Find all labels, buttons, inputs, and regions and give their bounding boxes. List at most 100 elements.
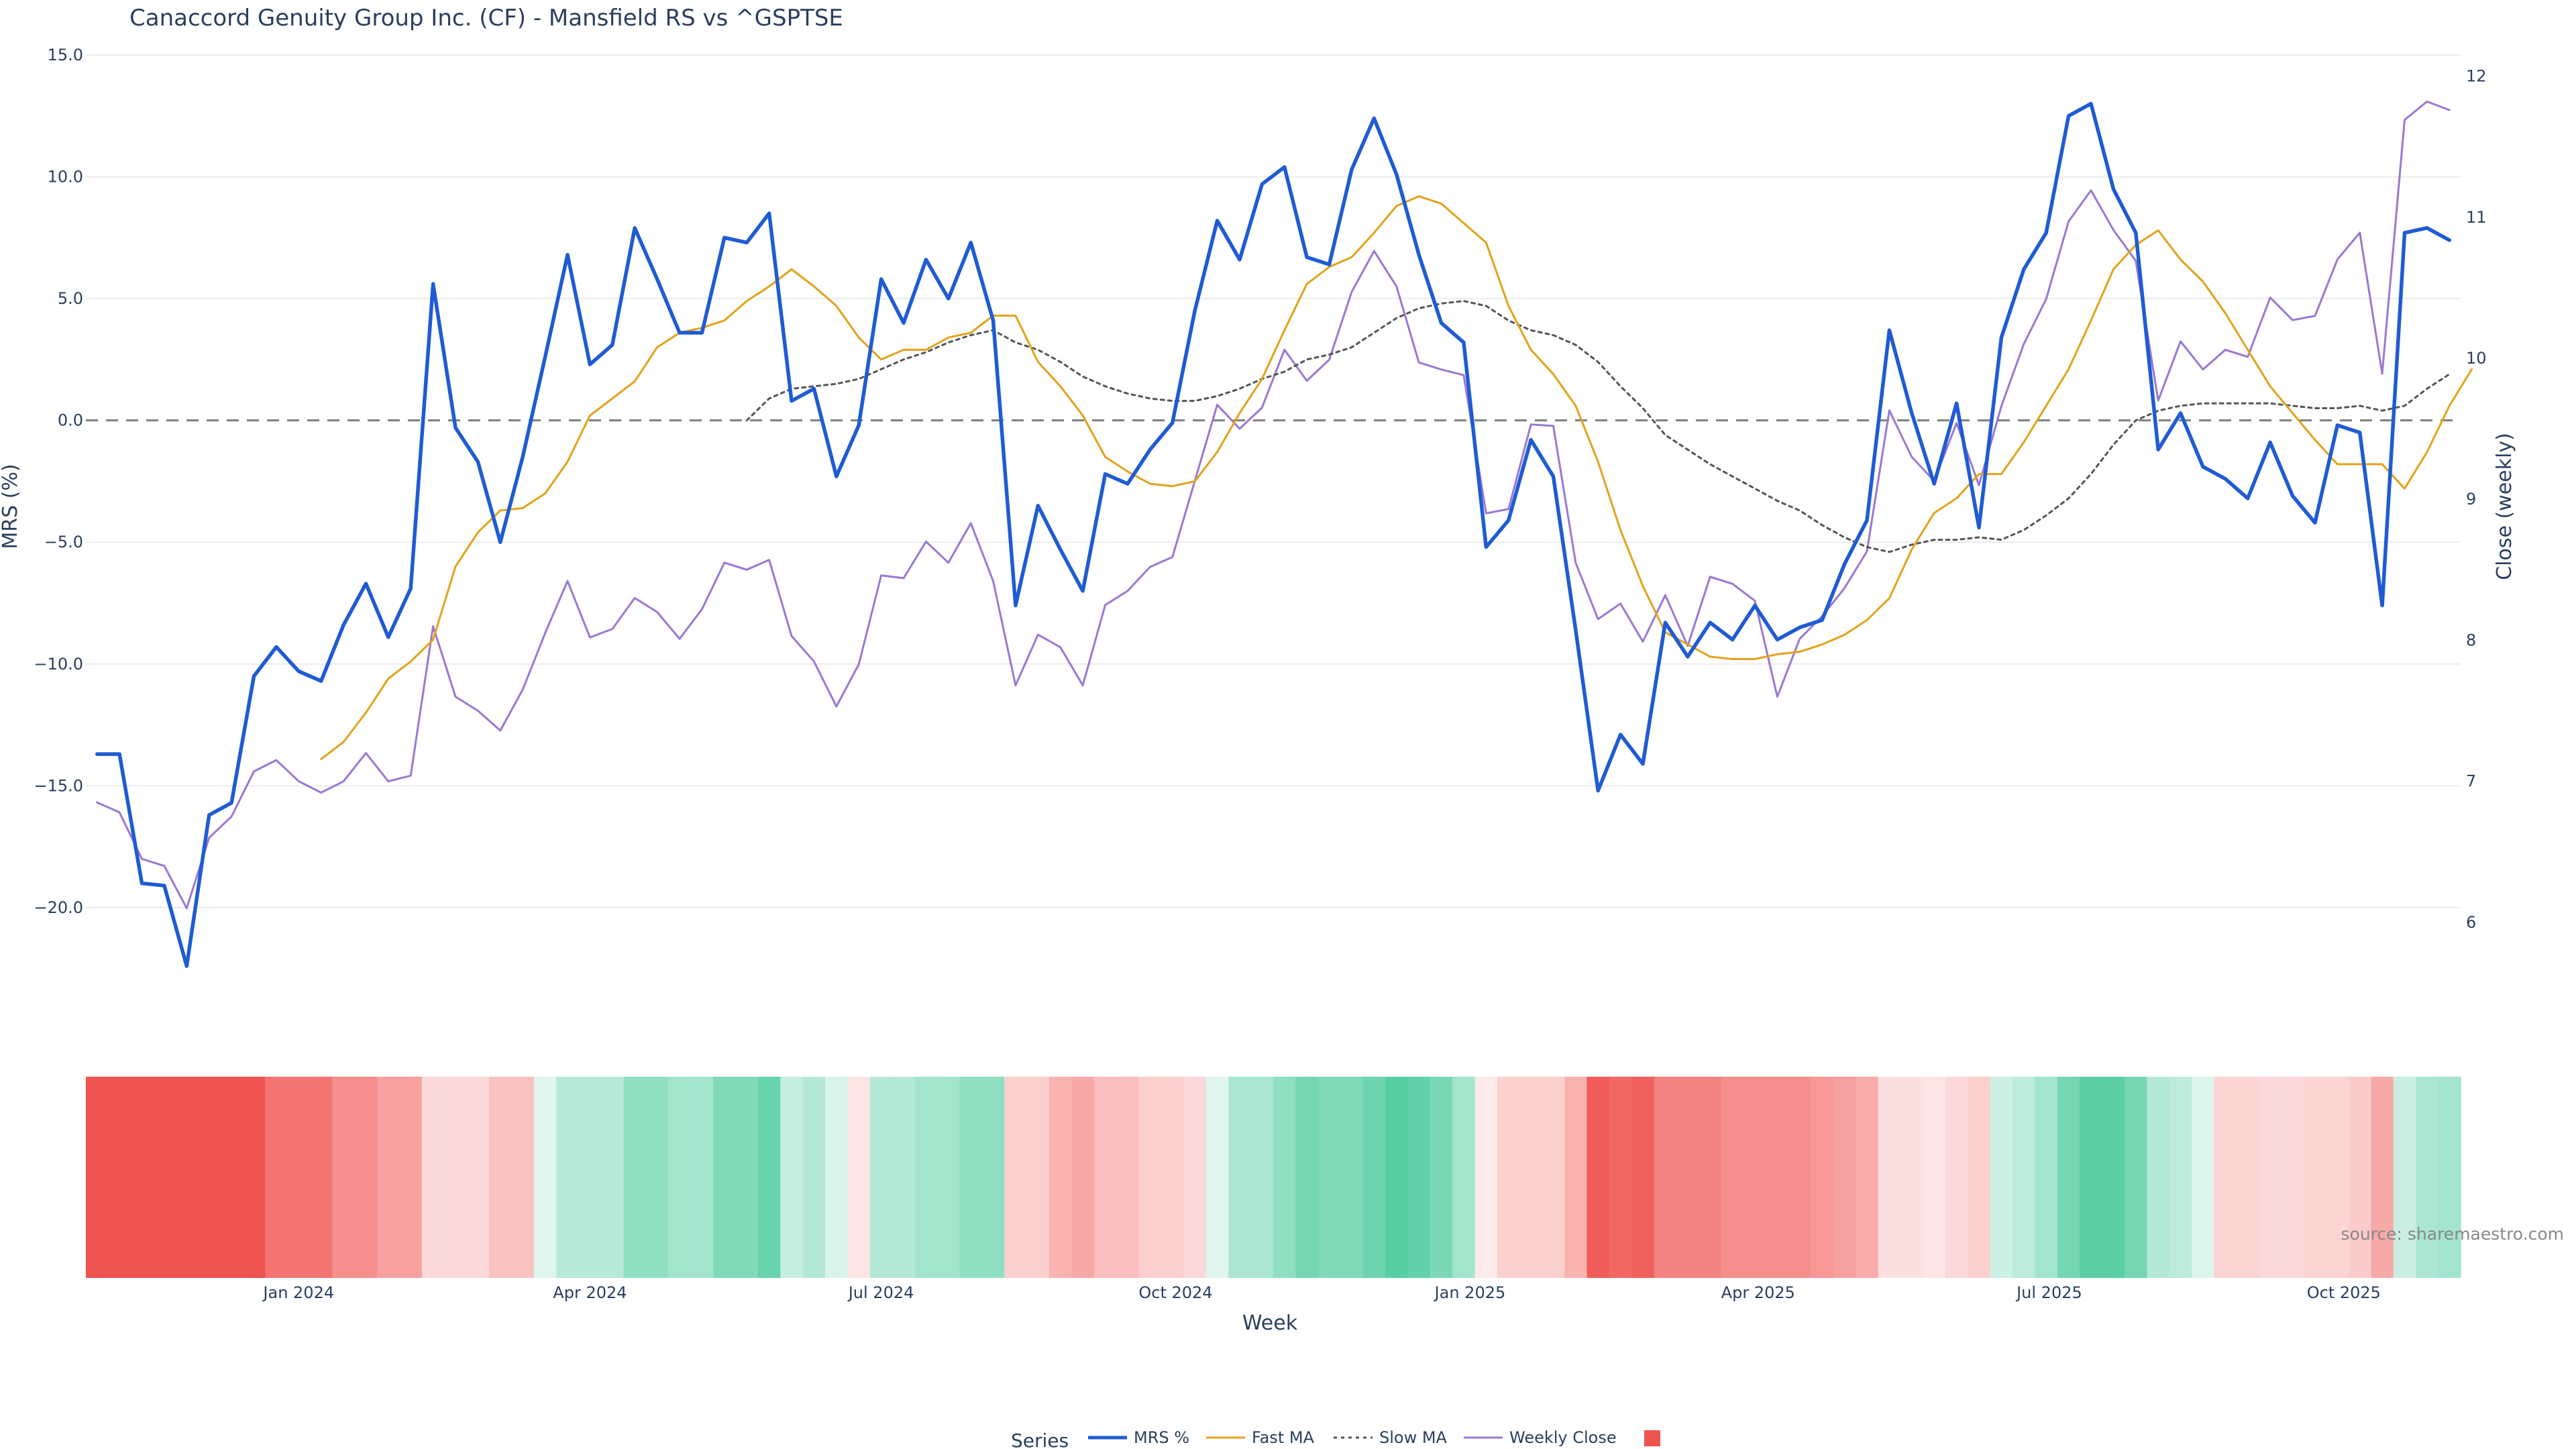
heatmap-cell	[1004, 1077, 1028, 1278]
heatmap-cell	[1273, 1077, 1297, 1278]
heatmap-cell	[937, 1077, 961, 1278]
heatmap-cell	[1699, 1077, 1722, 1278]
heatmap-cell	[1093, 1077, 1117, 1278]
heatmap-cell	[981, 1077, 1005, 1278]
y-axis-left-title: MRS (%)	[0, 464, 22, 549]
y-axis-right-ticks: 12 11 10 9 8 7 6	[2466, 67, 2487, 932]
heatmap-cell	[2192, 1077, 2215, 1278]
heatmap-cell	[489, 1077, 513, 1278]
heatmap-cell	[1138, 1077, 1162, 1278]
legend-entry-label: MRS %	[1134, 1428, 1189, 1447]
y-left-tick-label: −10.0	[34, 655, 83, 674]
heatmap-cell	[892, 1077, 916, 1278]
heatmap-cell	[1049, 1077, 1073, 1278]
heatmap-cell	[1407, 1077, 1431, 1278]
legend-swatch-heatmap	[1644, 1430, 1660, 1446]
heatmap-cell	[1519, 1077, 1543, 1278]
heatmap-cell	[310, 1077, 333, 1278]
heatmap-cell	[108, 1077, 131, 1278]
heatmap-cell	[1788, 1077, 1812, 1278]
heatmap-cell	[1362, 1077, 1386, 1278]
heatmap-cell	[2012, 1077, 2036, 1278]
heatmap-cell	[1250, 1077, 1274, 1278]
y-left-tick-label: 10.0	[48, 168, 83, 186]
heatmap-cell	[354, 1077, 378, 1278]
heatmap-cell	[2393, 1077, 2416, 1278]
heatmap-cell	[825, 1077, 849, 1278]
heatmap-cell	[242, 1077, 266, 1278]
heatmap-cell	[1900, 1077, 1924, 1278]
x-axis-title: Week	[1242, 1311, 1298, 1335]
series-line-mrs	[95, 101, 2452, 968]
heatmap-cell	[1811, 1077, 1834, 1278]
heatmap-cell	[1497, 1077, 1521, 1278]
heatmap-cell	[2259, 1077, 2282, 1278]
heatmap-cell	[1116, 1077, 1140, 1278]
heatmap-cell	[2281, 1077, 2304, 1278]
heatmap-cell	[1183, 1077, 1207, 1278]
x-tick-label: Oct 2024	[1138, 1283, 1212, 1302]
x-tick-label: Apr 2024	[553, 1283, 627, 1302]
y-left-tick-label: 5.0	[58, 289, 83, 308]
legend-title: Series	[1011, 1430, 1069, 1449]
heatmap-cell	[1878, 1077, 1901, 1278]
heatmap-cell	[1430, 1077, 1453, 1278]
heatmap-cell	[1385, 1077, 1409, 1278]
series-line-weekly-close	[96, 100, 2451, 910]
heatmap-cell	[2326, 1077, 2349, 1278]
x-tick-label: Jan 2025	[1434, 1283, 1506, 1302]
heatmap-cell	[265, 1077, 288, 1278]
heatmap-cell	[1026, 1077, 1050, 1278]
heatmap-cell	[1542, 1077, 1565, 1278]
heatmap-cell	[1452, 1077, 1476, 1278]
x-tick-label: Jul 2025	[2015, 1283, 2082, 1302]
heatmap-cell	[1071, 1077, 1095, 1278]
heatmap-cell	[914, 1077, 938, 1278]
x-axis-ticks: Jan 2024 Apr 2024 Jul 2024 Oct 2024 Jan 2025…	[262, 1283, 2381, 1302]
legend-entry-label: Slow MA	[1379, 1428, 1448, 1447]
y-left-tick-label: 15.0	[48, 46, 83, 64]
heatmap-cell	[2416, 1077, 2439, 1278]
heatmap-cell	[2147, 1077, 2170, 1278]
legend: Series MRS % Fast MA Slow MA Weekly Close	[1011, 1428, 1660, 1449]
heatmap-cell	[533, 1077, 557, 1278]
heatmap-cell	[1856, 1077, 1879, 1278]
heatmap-cell	[690, 1077, 714, 1278]
heatmap-cell	[444, 1077, 468, 1278]
heatmap-cell	[1631, 1077, 1655, 1278]
heatmap-cell	[1295, 1077, 1319, 1278]
heatmap-cell	[578, 1077, 602, 1278]
heatmap-cell	[1318, 1077, 1341, 1278]
heatmap-cell	[1609, 1077, 1633, 1278]
y-right-tick-label: 12	[2466, 67, 2487, 86]
heatmap-cell	[1766, 1077, 1789, 1278]
y-right-tick-label: 11	[2466, 208, 2487, 227]
y-axis-left-ticks: 15.0 10.0 5.0 0.0 −5.0 −10.0 −15.0 −20.0	[34, 46, 83, 917]
x-tick-label: Jan 2024	[262, 1283, 334, 1302]
heatmap-cell	[847, 1077, 871, 1278]
heatmap-cell	[377, 1077, 400, 1278]
heatmap-cell	[1923, 1077, 1946, 1278]
heatmap-cell	[1743, 1077, 1767, 1278]
y-left-tick-label: −15.0	[34, 776, 83, 795]
heatmap-cell	[332, 1077, 356, 1278]
heatmap-cell	[1564, 1077, 1588, 1278]
y-left-tick-label: 0.0	[58, 411, 83, 430]
heatmap-cell	[175, 1077, 199, 1278]
heatmap-cell	[153, 1077, 176, 1278]
heatmap-cell	[869, 1077, 894, 1278]
legend-entry-label: Weekly Close	[1509, 1428, 1617, 1447]
heatmap-cell	[2214, 1077, 2237, 1278]
series-line-slow-ma	[745, 300, 2451, 553]
heatmap-cell	[511, 1077, 535, 1278]
heatmap-cell	[2057, 1077, 2081, 1278]
heatmap-cell	[645, 1077, 669, 1278]
heatmap-cell	[86, 1077, 109, 1278]
heatmap-cell	[2035, 1077, 2058, 1278]
heatmap-cell	[1833, 1077, 1857, 1278]
source-annotation: source: sharemaestro.com	[2341, 1224, 2565, 1244]
heatmap-cell	[556, 1077, 580, 1278]
heatmap-cell	[601, 1077, 625, 1278]
heatmap-cell	[1945, 1077, 1969, 1278]
